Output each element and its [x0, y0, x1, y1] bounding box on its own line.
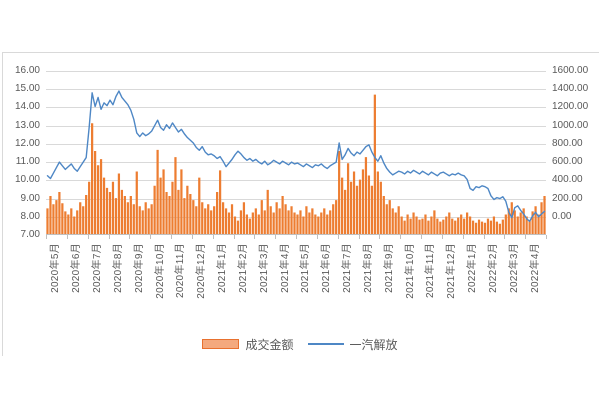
- right-axis-tick-label: 1400.00: [552, 83, 589, 95]
- gridline: [46, 143, 546, 145]
- plot-area: [46, 71, 546, 235]
- x-axis-month-label: 2021年9月: [383, 243, 395, 293]
- x-axis-month-label: 2021年5月: [300, 243, 312, 293]
- legend-item-price: 一汽解放: [307, 336, 398, 353]
- x-axis-tick: [546, 235, 547, 239]
- left-axis-tick-label: 12.00: [14, 137, 40, 149]
- x-axis-tick: [171, 235, 172, 239]
- x-axis-month-label: 2020年5月: [50, 243, 62, 293]
- right-axis-tick-label: 600.00: [552, 156, 583, 168]
- gridline: [46, 162, 546, 164]
- gridline: [46, 198, 546, 200]
- x-axis-tick: [400, 235, 402, 239]
- gridline: [46, 125, 546, 127]
- x-axis-month-label: 2021年11月: [425, 243, 437, 299]
- x-axis-line: [46, 234, 546, 235]
- x-axis-tick: [233, 235, 235, 239]
- x-axis-month-label: 2021年3月: [258, 243, 270, 293]
- right-axis-tick-label: 0.00: [552, 210, 572, 222]
- x-axis-month-label: 2022年4月: [529, 243, 541, 293]
- x-axis-month-label: 2022年1月: [467, 243, 479, 293]
- x-axis-month-label: 2020年9月: [133, 243, 145, 293]
- x-axis-month-label: 2021年8月: [362, 243, 374, 293]
- x-axis-month-label: 2021年2月: [237, 243, 249, 293]
- x-axis-tick: [358, 235, 360, 239]
- left-axis-tick-label: 16.00: [14, 65, 40, 76]
- x-axis-month-label: 2021年12月: [446, 243, 458, 299]
- line-series-label: 一汽解放: [349, 337, 398, 352]
- x-axis-month-label: 2021年1月: [217, 243, 229, 293]
- x-axis-tick: [441, 235, 443, 239]
- x-axis-month-label: 2021年6月: [321, 243, 333, 293]
- right-axis-tick-label: 1600.00: [552, 65, 589, 76]
- bar-series-label: 成交金额: [245, 337, 294, 352]
- x-axis-month-label: 2021年4月: [279, 243, 291, 293]
- gridline: [46, 107, 546, 109]
- left-axis-tick-label: 13.00: [14, 119, 40, 131]
- gridline: [46, 180, 546, 182]
- x-axis-tick: [46, 235, 47, 239]
- right-axis-tick-label: 400.00: [552, 174, 583, 186]
- left-axis-tick-label: 15.00: [14, 83, 40, 95]
- right-axis-tick-label: 800.00: [552, 137, 583, 149]
- x-axis-month-label: 2020年11月: [175, 243, 187, 299]
- x-axis-tick: [379, 235, 381, 239]
- right-axis-tick-label: 1000.00: [552, 119, 589, 131]
- x-axis-month-label: 2020年12月: [196, 243, 208, 299]
- x-axis-tick: [525, 235, 527, 239]
- volume-bars: [46, 94, 546, 235]
- legend-item-volume: 成交金额: [202, 336, 294, 353]
- left-axis-tick-label: 8.00: [20, 210, 40, 222]
- x-axis-month-label: 2022年3月: [508, 243, 520, 293]
- x-axis-month-label: 2021年7月: [342, 243, 354, 293]
- price-line: [46, 90, 546, 223]
- x-axis-tick: [337, 235, 339, 239]
- x-axis-month-label: 2021年10月: [404, 243, 416, 299]
- x-axis-tick: [66, 235, 68, 239]
- x-axis-month-label: 2020年7月: [92, 243, 104, 293]
- x-axis-month-label: 2020年8月: [112, 243, 124, 293]
- x-axis-tick: [212, 235, 214, 239]
- line-series-swatch: [307, 343, 344, 345]
- x-axis-tick: [316, 235, 318, 239]
- left-axis-tick-label: 9.00: [20, 192, 40, 204]
- series-plot: [46, 90, 546, 235]
- x-axis-tick: [483, 235, 485, 239]
- x-axis-tick: [129, 235, 131, 239]
- right-axis-tick-label: 200.00: [552, 192, 583, 204]
- x-axis-tick: [87, 235, 89, 239]
- left-axis-tick-label: 11.00: [15, 156, 40, 168]
- x-axis-tick: [150, 235, 152, 239]
- x-axis-tick: [462, 235, 464, 239]
- x-axis-tick: [108, 235, 110, 239]
- x-axis-tick: [191, 235, 193, 239]
- gridline: [46, 89, 546, 91]
- x-axis-month-label: 2020年10月: [154, 243, 166, 299]
- x-axis-tick: [504, 235, 506, 239]
- x-axis-month-label: 2020年6月: [71, 243, 83, 293]
- bar-series-swatch: [202, 339, 240, 349]
- gridline: [46, 71, 546, 72]
- x-axis-tick: [421, 235, 422, 239]
- left-axis-tick-label: 14.00: [14, 101, 40, 113]
- left-axis-tick-label: 7.00: [20, 229, 40, 240]
- x-axis-tick: [275, 235, 277, 239]
- left-axis-tick-label: 10.00: [14, 174, 40, 186]
- gridline: [46, 216, 546, 218]
- x-axis-month-label: 2022年2月: [487, 243, 499, 293]
- right-axis-tick-label: 1200.00: [552, 101, 589, 113]
- x-axis-tick: [254, 235, 256, 239]
- legend: 成交金额 一汽解放: [0, 335, 600, 353]
- x-axis-tick: [296, 235, 297, 239]
